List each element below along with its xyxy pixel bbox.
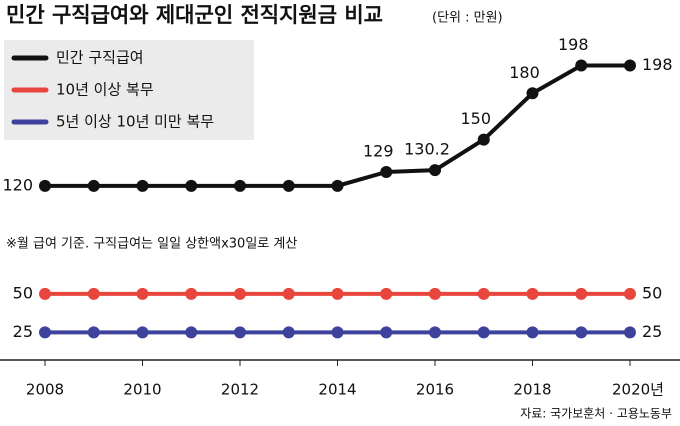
data-point bbox=[526, 87, 539, 100]
chart-subtitle: (단위 : 만원) bbox=[432, 11, 503, 26]
data-point bbox=[429, 287, 441, 300]
data-point bbox=[477, 133, 490, 146]
data-point bbox=[624, 287, 636, 300]
x-tick-label: 2018 bbox=[513, 381, 551, 399]
value-label: 130.2 bbox=[404, 140, 450, 159]
value-label: 25 bbox=[13, 322, 33, 341]
value-label: 150 bbox=[460, 109, 491, 128]
data-point bbox=[282, 179, 295, 192]
data-point bbox=[477, 326, 490, 339]
data-point bbox=[380, 287, 393, 300]
data-point bbox=[429, 164, 441, 177]
data-point bbox=[429, 326, 441, 339]
data-point bbox=[87, 326, 100, 339]
value-label: 129 bbox=[363, 141, 394, 160]
legend-label: 민간 구직급여 bbox=[56, 49, 144, 67]
data-point bbox=[39, 287, 51, 300]
data-point bbox=[39, 179, 51, 192]
data-point bbox=[624, 326, 636, 339]
legend-label: 5년 이상 10년 미만 복무 bbox=[56, 113, 214, 131]
source: 자료: 국가보훈처 · 고용노동부 bbox=[520, 407, 672, 421]
legend-label: 10년 이상 복무 bbox=[56, 81, 154, 99]
data-point bbox=[526, 287, 539, 300]
data-point bbox=[380, 326, 393, 339]
x-tick-label: 2012 bbox=[221, 381, 259, 399]
value-label: 50 bbox=[13, 283, 33, 302]
value-label: 25 bbox=[642, 322, 662, 341]
data-point bbox=[234, 326, 246, 339]
data-point bbox=[136, 179, 149, 192]
data-point bbox=[87, 287, 100, 300]
data-point bbox=[136, 287, 149, 300]
data-point bbox=[282, 326, 295, 339]
data-point bbox=[331, 179, 344, 192]
value-label: 198 bbox=[558, 35, 589, 54]
chart-title: 민간 구직급여와 제대군인 전직지원금 비교 bbox=[6, 3, 383, 27]
x-tick-label: 2010 bbox=[123, 381, 161, 399]
data-point bbox=[282, 287, 295, 300]
note: ※월 급여 기준. 구직급여는 일일 상한액x30일로 계산 bbox=[6, 237, 297, 252]
x-tick-label: 2008 bbox=[26, 381, 64, 399]
data-point bbox=[185, 326, 198, 339]
data-point bbox=[185, 287, 198, 300]
x-tick-label: 2014 bbox=[318, 381, 356, 399]
x-tick-label: 2016 bbox=[416, 381, 454, 399]
data-point bbox=[526, 326, 539, 339]
value-label: 50 bbox=[642, 283, 662, 302]
data-point bbox=[477, 287, 490, 300]
data-point bbox=[331, 287, 344, 300]
data-point bbox=[39, 326, 51, 339]
value-label: 180 bbox=[509, 63, 540, 82]
value-label: 120 bbox=[2, 175, 33, 194]
value-label: 198 bbox=[642, 55, 673, 74]
data-point bbox=[575, 326, 588, 339]
data-point bbox=[234, 179, 246, 192]
data-point bbox=[136, 326, 149, 339]
data-point bbox=[331, 326, 344, 339]
data-point bbox=[87, 179, 100, 192]
x-tick-label: 2020년 bbox=[612, 381, 664, 399]
data-point bbox=[234, 287, 246, 300]
data-point bbox=[380, 165, 393, 178]
data-point bbox=[575, 59, 588, 72]
data-point bbox=[185, 179, 198, 192]
data-point bbox=[624, 59, 636, 72]
data-point bbox=[575, 287, 588, 300]
